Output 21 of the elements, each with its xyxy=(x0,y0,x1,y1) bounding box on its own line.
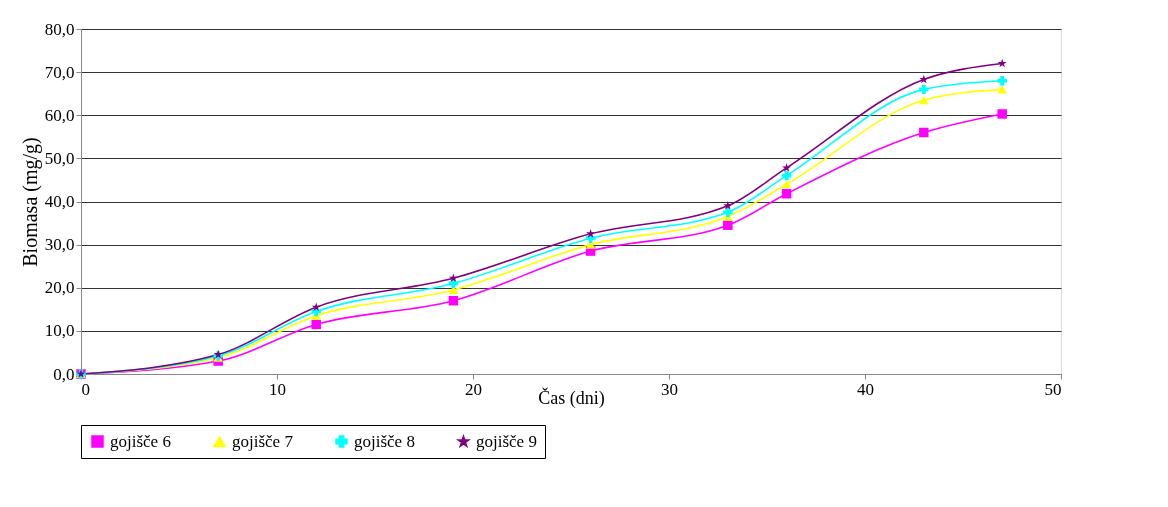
x-axis-title: Čas (dni) xyxy=(538,386,605,409)
y-tick-label: 0,0 xyxy=(53,364,75,384)
x-tick-label: 30 xyxy=(661,379,678,399)
y-tick-label: 20,0 xyxy=(44,278,75,298)
legend-label: gojišče 9 xyxy=(476,431,537,451)
x-tick-label: 0 xyxy=(81,379,90,399)
x-tick-label: 20 xyxy=(465,379,482,399)
legend-label: gojišče 7 xyxy=(232,431,294,451)
legend-label: gojišče 8 xyxy=(354,431,415,451)
y-tick-label: 10,0 xyxy=(44,321,75,341)
y-tick-label: 80,0 xyxy=(44,19,75,39)
y-tick-label: 70,0 xyxy=(44,62,75,82)
y-tick-label: 30,0 xyxy=(44,235,75,255)
y-tick-label: 40,0 xyxy=(44,192,75,211)
x-tick-label: 10 xyxy=(269,379,286,399)
y-tick-label: 50,0 xyxy=(44,148,75,168)
x-tick-label: 50 xyxy=(1044,379,1062,399)
x-tick-label: 40 xyxy=(857,379,874,399)
y-tick-label: 60,0 xyxy=(44,105,75,125)
legend-label: gojišče 6 xyxy=(110,431,171,451)
y-axis-title: Biomasa (mg/g) xyxy=(18,137,42,267)
